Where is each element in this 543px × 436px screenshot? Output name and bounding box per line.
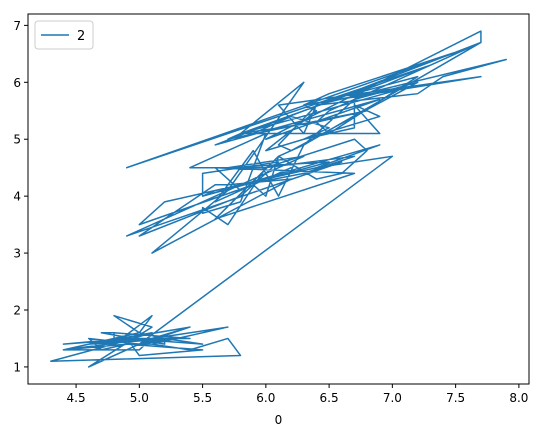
series-line-0: [50, 30, 507, 368]
x-tick-label: 7.0: [383, 391, 402, 405]
legend-entry-label: 2: [77, 29, 85, 44]
x-tick-label: 8.0: [509, 391, 528, 405]
x-tick-label: 5.0: [130, 391, 149, 405]
x-tick-label: 6.5: [320, 391, 339, 405]
series-layer: [50, 30, 507, 368]
x-tick-label: 4.5: [67, 391, 86, 405]
x-tick-label: 6.0: [256, 391, 275, 405]
x-tick-label: 7.5: [446, 391, 465, 405]
y-tick-label: 4: [13, 190, 21, 204]
legend: 2: [34, 20, 94, 50]
y-tick-label: 6: [13, 76, 21, 90]
x-axis: 4.5 5.0 5.5 6.0 6.5 7.0 7.5 8.0: [67, 384, 528, 405]
y-tick-label: 1: [13, 360, 21, 374]
y-tick-label: 2: [13, 304, 21, 318]
plot-frame: [27, 13, 530, 385]
x-axis-label: 0: [275, 413, 283, 427]
y-tick-label: 5: [13, 133, 21, 147]
y-axis: 1 2 3 4 5 6 7: [13, 19, 28, 374]
x-tick-label: 5.5: [193, 391, 212, 405]
y-tick-label: 7: [13, 19, 21, 33]
y-tick-label: 3: [13, 247, 21, 261]
